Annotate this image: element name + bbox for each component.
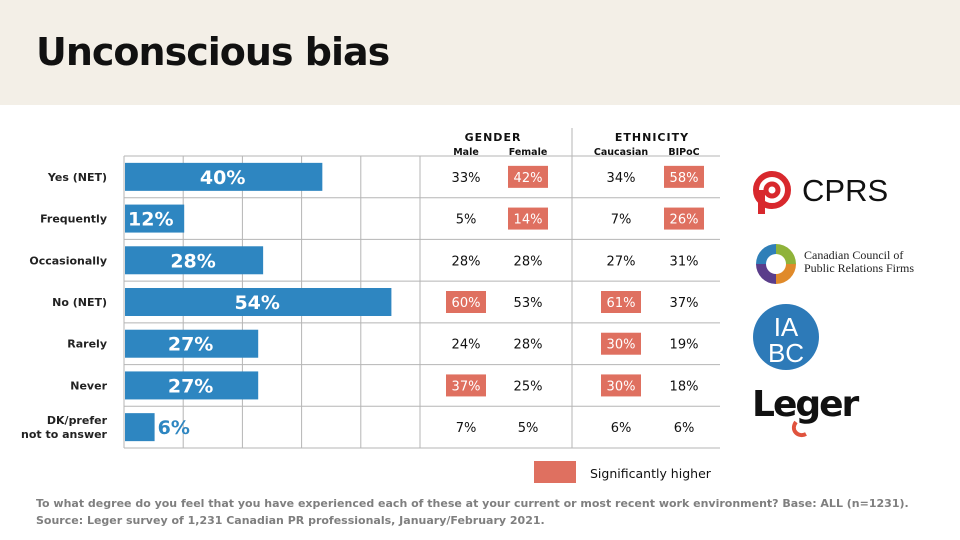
cccprf-wordmark: Canadian Council of Public Relations Fir… (804, 249, 934, 275)
bar-value-label: 40% (200, 167, 245, 189)
significance-highlight (601, 374, 641, 397)
significance-highlight (446, 291, 486, 313)
category-label: Occasionally (29, 254, 107, 267)
significance-highlight (664, 207, 704, 230)
bar (125, 246, 264, 275)
table-cell-value: 5% (518, 421, 539, 436)
table-cell-value: 24% (452, 338, 481, 353)
table-cell-value: 31% (670, 254, 699, 269)
cccprf-logo: Canadian Council of Public Relations Fir… (752, 236, 927, 290)
significance-highlight (508, 165, 548, 188)
bar-value-label: 27% (168, 375, 213, 397)
bar-value-label: 27% (168, 334, 213, 356)
table-cell-value: 30% (607, 338, 636, 353)
table-cell-value: 42% (514, 171, 543, 186)
table-cell-value: 37% (452, 379, 481, 394)
legend-swatch (534, 461, 576, 483)
leger-wordmark: Leger (752, 384, 860, 425)
significance-highlight (664, 165, 704, 188)
bar (125, 288, 392, 316)
bar (125, 329, 259, 358)
page-title: Unconscious bias (36, 30, 390, 74)
table-cell-value: 19% (670, 338, 699, 353)
bar (125, 204, 185, 233)
category-label: Yes (NET) (47, 171, 107, 184)
table-cell-value: 7% (456, 421, 477, 436)
table-cell-value: 28% (514, 338, 543, 353)
significance-highlight (446, 374, 486, 397)
table-cell-value: 6% (611, 421, 632, 436)
header-band (0, 0, 960, 105)
iabc-mark-icon: IA BC (753, 304, 819, 370)
table-cell-value: 27% (607, 254, 636, 269)
bar-value-label: 28% (170, 250, 215, 272)
iabc-top-text: IA (774, 312, 799, 342)
category-label: No (NET) (52, 296, 107, 309)
table-column-header: BIPoC (668, 147, 699, 158)
cprs-logo: CPRS (752, 170, 902, 216)
cprs-mark-icon (753, 171, 791, 214)
significance-highlight (601, 332, 641, 355)
table-cell-value: 30% (607, 379, 636, 394)
category-label: Never (70, 379, 107, 392)
leger-logo: Leger (752, 378, 862, 440)
table-cell-value: 34% (607, 171, 636, 186)
category-label: Rarely (67, 338, 107, 351)
bar (125, 371, 259, 400)
table-column-header: Female (509, 147, 548, 158)
table-cell-value: 58% (670, 171, 699, 186)
table-cell-value: 14% (514, 213, 543, 228)
table-cell-value: 37% (670, 296, 699, 311)
table-cell-value: 60% (452, 296, 481, 311)
footnote-question: To what degree do you feel that you have… (36, 497, 909, 510)
table-cell-value: 61% (607, 296, 636, 311)
table-cell-value: 5% (456, 213, 477, 228)
bar-value-label: 12% (128, 209, 173, 231)
legend-label: Significantly higher (590, 466, 711, 481)
table-cell-value: 53% (514, 296, 543, 311)
table-cell-value: 18% (670, 379, 699, 394)
significance-highlight (508, 207, 548, 230)
table-cell-value: 6% (674, 421, 695, 436)
iabc-logo: IA BC (752, 303, 820, 371)
table-column-header: Caucasian (594, 147, 649, 158)
table-cell-value: 28% (514, 254, 543, 269)
cccprf-line-2: Public Relations Firms (804, 261, 915, 275)
table-cell-value: 7% (611, 213, 632, 228)
bar-value-label: 6% (158, 417, 190, 439)
table-cell-value: 33% (452, 171, 481, 186)
table-group-header: ETHNICITY (615, 131, 689, 144)
bar-value-label: 54% (234, 292, 279, 314)
bar (125, 413, 155, 442)
category-label: not to answer (21, 428, 108, 441)
category-label: Frequently (40, 213, 107, 226)
iabc-bottom-text: BC (768, 338, 804, 368)
bar (125, 162, 323, 191)
category-label: DK/prefer (47, 414, 108, 427)
table-cell-value: 25% (514, 379, 543, 394)
cccprf-mark-icon (756, 244, 796, 284)
leger-mark-icon: Leger (752, 384, 862, 437)
table-column-header: Male (453, 147, 479, 158)
cprs-wordmark: CPRS (802, 173, 889, 208)
table-group-header: GENDER (465, 131, 522, 144)
cccprf-line-1: Canadian Council of (804, 248, 904, 262)
significance-highlight (601, 291, 641, 313)
table-cell-value: 28% (452, 254, 481, 269)
table-cell-value: 26% (670, 213, 699, 228)
footnote-source: Source: Leger survey of 1,231 Canadian P… (36, 514, 545, 527)
